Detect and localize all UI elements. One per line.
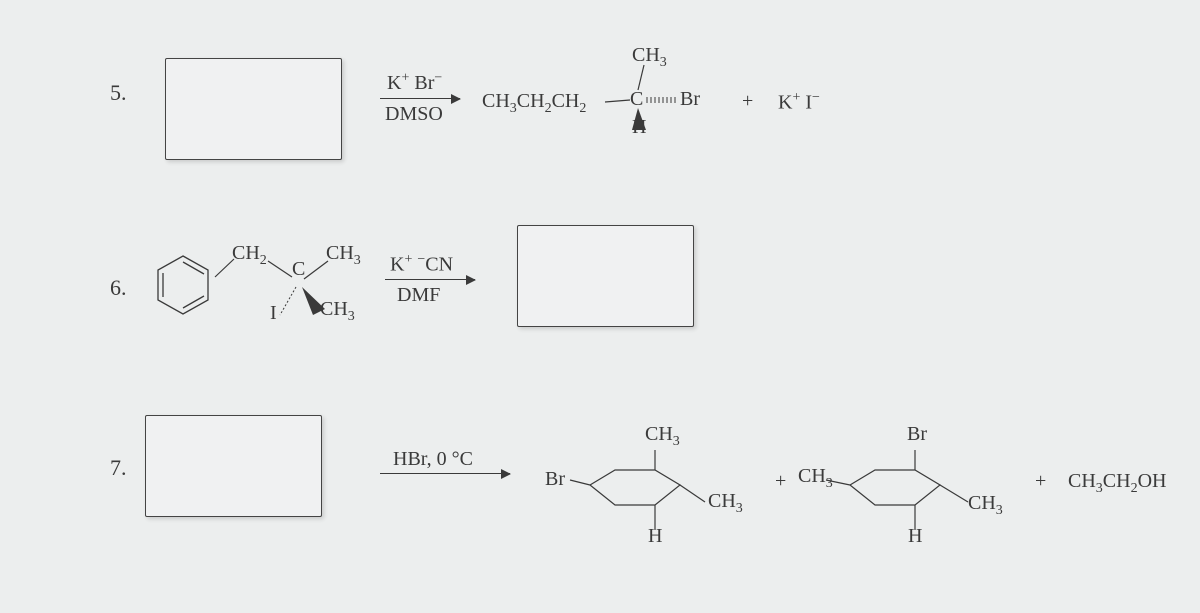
q7-reaction-arrow — [380, 473, 510, 474]
q6-benzene-icon — [148, 250, 218, 320]
q6-i: I — [270, 302, 277, 325]
q6-ch3-b: CH3 — [320, 298, 355, 325]
q7-plus-1: + — [775, 470, 786, 493]
q6-ch2: CH2 — [232, 242, 267, 269]
q7-p1-h: H — [648, 525, 662, 548]
q6-reagent-top: K+ −CN — [390, 252, 453, 277]
q5-reagent-bottom: DMSO — [385, 103, 443, 126]
q7-p1-ch3-top: CH3 — [645, 423, 680, 450]
q5-center-ch3: CH3 — [632, 44, 667, 71]
q7-p2-ch3-right: CH3 — [968, 492, 1003, 519]
q5-reaction-arrow — [380, 98, 460, 99]
q7-reagent-top: HBr, 0 °C — [393, 448, 473, 471]
q6-c: C — [292, 258, 305, 281]
q7-p1-br: Br — [545, 468, 565, 491]
q5-reagent-top: K+ Br− — [387, 70, 442, 95]
q7-reactant-box — [145, 415, 322, 517]
q7-plus-2: + — [1035, 470, 1046, 493]
q6-ch3-a: CH3 — [326, 242, 361, 269]
question-number-5: 5. — [110, 80, 127, 106]
q5-product-chain: CH3CH2CH2 — [482, 90, 586, 117]
q5-center-c: C — [630, 88, 643, 111]
question-number-7: 7. — [110, 455, 127, 481]
q5-byproduct: K+ I− — [778, 90, 820, 115]
q5-reactant-box — [165, 58, 342, 160]
q5-center-h: H — [632, 116, 646, 139]
q7-p1-ch3-right: CH3 — [708, 490, 743, 517]
q7-p2-br: Br — [907, 423, 927, 446]
q7-p2-h: H — [908, 525, 922, 548]
q5-center-br: Br — [680, 88, 700, 111]
q6-reaction-arrow — [385, 279, 475, 280]
q6-reagent-bottom: DMF — [397, 284, 440, 307]
q7-p2-ch3-left: CH3 — [798, 465, 833, 492]
q6-product-box — [517, 225, 694, 327]
q5-plus: + — [742, 90, 753, 113]
q7-byproduct: CH3CH2OH — [1068, 470, 1166, 497]
question-number-6: 6. — [110, 275, 127, 301]
